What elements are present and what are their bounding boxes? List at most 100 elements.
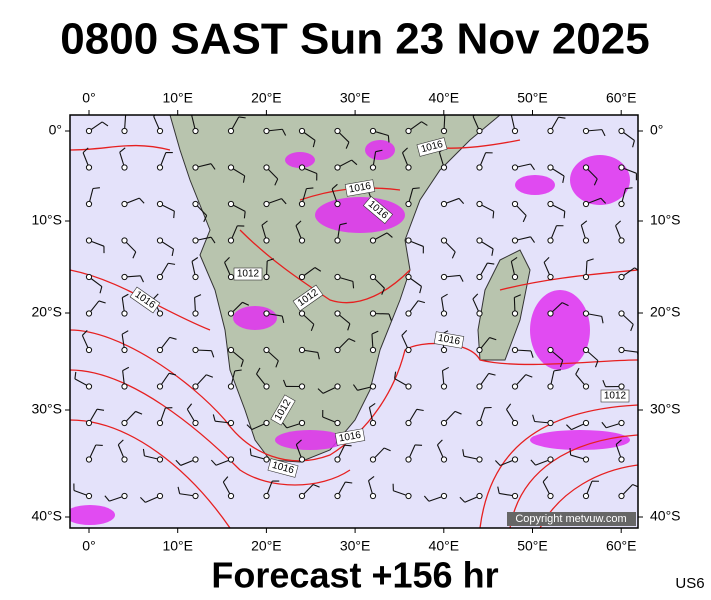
precipitation [70, 140, 630, 525]
lat-label: 40°S [31, 508, 62, 524]
station [511, 456, 519, 463]
station [547, 200, 554, 208]
station [369, 310, 377, 317]
barb-flag [210, 163, 216, 170]
lon-label: 40°E [429, 90, 460, 106]
station [298, 310, 306, 317]
barb-flag [494, 460, 501, 466]
station [85, 383, 93, 390]
station [263, 456, 270, 463]
barb-flag [191, 257, 199, 262]
barb-flag [186, 403, 193, 410]
station [192, 310, 199, 317]
station [547, 346, 554, 354]
barb-flag [175, 459, 182, 466]
station [263, 346, 270, 354]
barb-flag [421, 121, 428, 126]
barb-flag [281, 422, 288, 429]
station [369, 237, 377, 244]
barb-flag [352, 281, 355, 289]
barb-flag [625, 187, 633, 190]
lat-label: 40°S [650, 508, 681, 524]
barb-flag [530, 459, 536, 466]
barb-flag [142, 448, 145, 456]
station [405, 237, 412, 244]
station [192, 164, 199, 171]
barb-flag [615, 439, 622, 445]
barb-flag [121, 330, 129, 335]
barb-flag [630, 324, 634, 332]
barb-flag [171, 248, 175, 257]
barb-flag [417, 300, 426, 304]
station [476, 237, 483, 244]
station [582, 492, 590, 500]
station [369, 456, 377, 463]
barb-flag [632, 140, 635, 148]
barb-flag [559, 360, 564, 368]
station [440, 200, 448, 208]
barb-flag [348, 338, 356, 342]
barb-flag [542, 476, 549, 483]
station [263, 492, 270, 500]
barb-flag [243, 211, 246, 219]
barb-flag [368, 475, 375, 482]
barb-flag [242, 301, 250, 306]
barb-flag [491, 248, 494, 256]
label-box [233, 267, 263, 281]
barb-flag [99, 286, 103, 294]
copyright: Copyright metvuw.com [515, 513, 626, 525]
station [476, 127, 483, 135]
barb-flag [386, 232, 393, 238]
station [192, 273, 199, 281]
barb-flag [177, 486, 181, 494]
station [440, 310, 448, 317]
lon-label: 10°E [162, 538, 193, 554]
station [369, 164, 377, 171]
station [511, 492, 519, 500]
barb-flag [394, 371, 397, 379]
station [85, 492, 93, 500]
station [440, 383, 448, 390]
station [227, 492, 235, 500]
barb-flag [375, 149, 383, 153]
label-box [270, 394, 296, 426]
isobar-label: 1012 [233, 267, 263, 281]
barb-flag [543, 257, 550, 263]
station [334, 237, 341, 244]
station [227, 164, 235, 171]
station [618, 127, 625, 135]
station [405, 127, 412, 135]
barb-flag [462, 449, 465, 457]
lon-label: 20°E [251, 538, 282, 554]
isobar-label: 1016 [334, 428, 366, 446]
label-box [267, 458, 299, 478]
station [369, 127, 377, 135]
barb-flag [132, 251, 137, 259]
barb-flag [586, 258, 594, 262]
station [227, 310, 235, 317]
station [334, 419, 341, 427]
station [511, 127, 519, 135]
station [476, 492, 483, 500]
barb-flag [344, 444, 352, 447]
station [121, 419, 128, 427]
barb-flag [345, 481, 353, 484]
label-box [600, 389, 630, 403]
station [85, 419, 93, 427]
station [85, 164, 93, 171]
station [369, 383, 377, 390]
station [511, 310, 519, 317]
barb-flag [419, 286, 423, 294]
barb-flag [314, 267, 322, 272]
station [227, 273, 235, 281]
isobar-value: 1016 [348, 181, 372, 196]
barb-flag [402, 147, 408, 154]
station [334, 164, 341, 171]
station [582, 310, 590, 317]
station [227, 127, 235, 135]
barb-flag [317, 352, 320, 360]
station [547, 164, 554, 171]
station [192, 237, 199, 244]
station [121, 310, 128, 317]
station [156, 456, 164, 463]
